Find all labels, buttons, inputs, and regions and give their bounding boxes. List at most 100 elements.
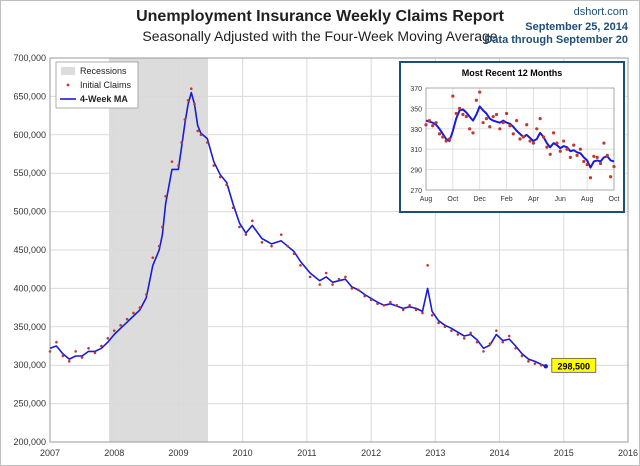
inset-ma-line — [425, 105, 615, 169]
claims-point — [193, 102, 196, 106]
inset-claims-point — [582, 159, 586, 164]
inset-claims-point — [548, 152, 552, 156]
inset-claims-point — [609, 175, 613, 179]
claims-point — [180, 141, 183, 144]
x-tick-label: 2009 — [168, 448, 188, 458]
y-tick-label: 300,000 — [13, 360, 46, 370]
claims-point — [450, 329, 453, 332]
inset-claims-point — [515, 119, 519, 123]
inset-claims-point — [562, 139, 566, 143]
claims-point — [401, 308, 405, 312]
inset-x-tick-label: Feb — [501, 196, 513, 203]
claims-point — [87, 347, 90, 350]
inset-y-tick-label: 270 — [410, 188, 422, 195]
y-tick-label: 700,000 — [13, 53, 46, 63]
claims-point — [270, 244, 273, 248]
claims-point — [238, 225, 241, 229]
claims-point — [231, 206, 235, 210]
inset-claims-point — [598, 161, 603, 166]
y-tick-label: 600,000 — [13, 130, 46, 140]
inset-claims-point — [592, 154, 596, 158]
claims-point — [157, 244, 161, 248]
claims-point — [421, 311, 424, 315]
callout-box — [551, 357, 597, 373]
claims-point — [475, 340, 479, 344]
claims-point — [189, 87, 193, 91]
claims-point — [183, 118, 187, 121]
inset-claims-point — [457, 106, 462, 110]
inset-claims-point — [461, 112, 465, 117]
inset-claims-point — [437, 132, 442, 136]
inset-claims-point — [474, 98, 478, 102]
claims-point — [408, 303, 411, 307]
inset-claims-point — [538, 117, 542, 121]
inset-claims-point — [501, 121, 505, 125]
claims-point — [186, 98, 190, 102]
inset-y-tick-label: 290 — [410, 168, 422, 175]
callout-point — [543, 364, 548, 369]
inset-claims-point — [521, 135, 525, 139]
claims-point — [426, 264, 429, 267]
y-tick-label: 200,000 — [13, 437, 46, 447]
claims-point — [308, 275, 312, 279]
y-tick-label: 400,000 — [13, 283, 46, 293]
inset-x-tick-label: Aug — [581, 196, 594, 203]
claims-point — [138, 306, 142, 309]
claims-point — [331, 283, 334, 286]
claims-point — [337, 277, 341, 281]
inset-y-tick-label: 350 — [410, 106, 422, 113]
inset-claims-point — [602, 141, 606, 145]
claims-point — [462, 337, 466, 340]
legend-swatch-recession — [61, 67, 75, 75]
inset-claims-point — [451, 94, 455, 98]
claims-point — [369, 298, 373, 302]
inset-claims-point — [545, 145, 549, 149]
chart-subtitle: Seasonally Adjusted with the Four-Week M… — [142, 28, 498, 44]
claims-point — [482, 350, 485, 353]
claims-point — [540, 363, 543, 367]
inset-x-tick-label: Apr — [528, 196, 540, 203]
claims-point — [55, 340, 58, 344]
claims-point — [119, 323, 122, 327]
inset-y-tick-label: 330 — [410, 127, 422, 134]
claims-point — [414, 308, 418, 312]
claims-point — [164, 194, 167, 198]
claims-point — [67, 360, 71, 363]
inset-claims-point — [504, 111, 509, 116]
inset-claims-point — [481, 121, 485, 125]
legend-label-claims: Initial Claims — [80, 80, 132, 90]
source-label[interactable]: dshort.com — [573, 6, 628, 18]
inset-claims-point — [568, 155, 572, 159]
y-tick-label: 500,000 — [13, 207, 46, 217]
claims-point — [225, 183, 228, 187]
inset-claims-point — [528, 139, 532, 143]
claims-point — [177, 164, 180, 167]
x-tick-label: 2014 — [490, 448, 510, 458]
inset-plot-area — [425, 87, 615, 191]
inset-claims-point — [484, 117, 489, 121]
claims-point — [93, 351, 97, 355]
inset-claims-point — [555, 141, 559, 145]
plot-area — [49, 57, 629, 443]
claims-point — [437, 321, 440, 325]
claims-point — [151, 256, 155, 259]
claims-point — [389, 300, 392, 304]
claims-point — [196, 129, 200, 133]
claims-point — [456, 333, 460, 336]
inset-claims-point — [605, 153, 609, 157]
inset-claims-point — [508, 124, 512, 128]
inset-claims-point — [454, 111, 458, 116]
claims-point — [324, 271, 328, 275]
inset-x-tick-label: Dec — [473, 196, 486, 203]
inset-claims-point — [498, 127, 502, 131]
claims-point — [161, 225, 164, 229]
inset-claims-point — [491, 114, 495, 119]
inset-claims-point — [424, 123, 428, 127]
inset-claims-point — [427, 119, 431, 123]
inset-x-tick-label: Aug — [420, 196, 433, 203]
inset-claims-point — [565, 147, 569, 151]
claims-point — [170, 160, 174, 163]
x-tick-label: 2016 — [618, 448, 638, 458]
claims-point — [514, 347, 517, 350]
x-tick-label: 2008 — [104, 448, 124, 458]
